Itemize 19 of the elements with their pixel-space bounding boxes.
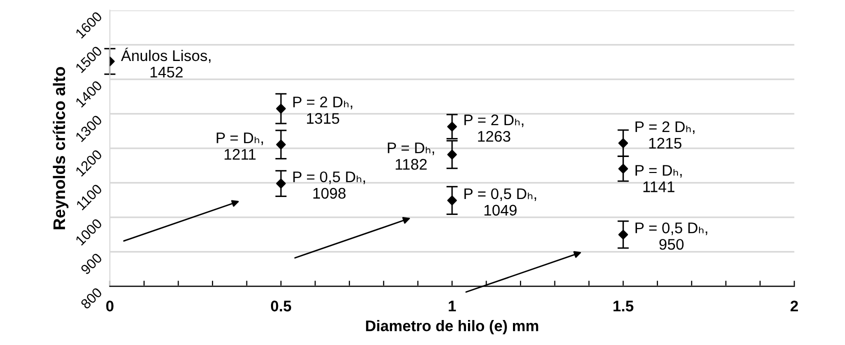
annotation: P = 0,5 Dₕ, 1098 [293,171,365,199]
x-tick-label: 1.5 [614,300,634,312]
annotation: P = Dₕ, 1211 [216,132,263,160]
y-axis-title: Reynolds crítico alto [52,67,68,230]
x-tick-label: 0.5 [270,300,292,312]
x-axis-title: Diametro de hilo (e) mm [366,320,538,334]
annotation: P = 0,5 Dₕ, 1049 [464,188,536,216]
annotation: P = Dₕ, 1141 [636,165,682,192]
annotation: P = 2 Dₕ, 1263 [464,114,524,142]
annotation: P = Dₕ, 1182 [388,142,434,170]
y-tick-label: 800 [80,286,103,310]
annotation: Ánulos Lisos, 1452 [120,48,210,78]
annotation: P = 0,5 Dₕ, 950 [636,222,708,250]
x-tick-label: 1 [448,300,456,312]
annotation: P = 2 Dₕ, 1315 [293,96,352,124]
x-tick-label: 2 [790,300,798,312]
x-tick-label: 0 [106,300,114,312]
annotation: P = 2 Dₕ, 1215 [636,121,694,149]
y-tick-label: 900 [80,252,103,275]
